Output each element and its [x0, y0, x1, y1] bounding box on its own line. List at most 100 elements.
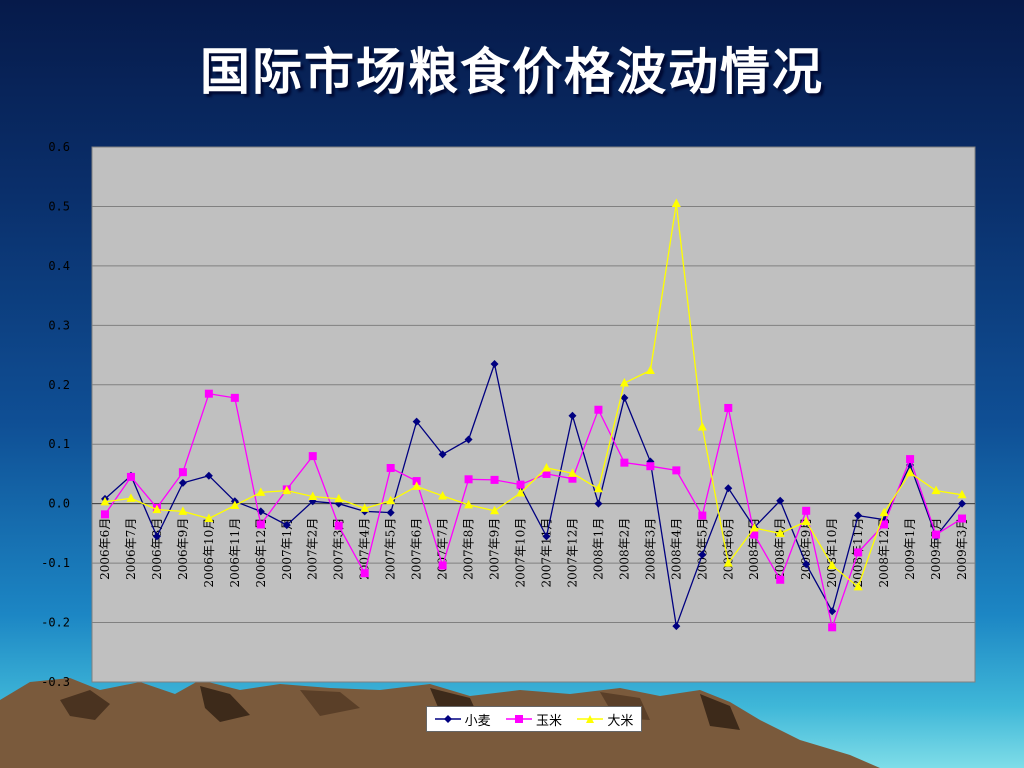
data-point	[958, 514, 967, 523]
y-tick-label: 0.2	[48, 378, 70, 392]
data-point	[776, 496, 785, 505]
x-tick-label: 2008年10月	[825, 518, 839, 588]
x-tick-label: 2007年1月	[280, 518, 294, 580]
data-point	[828, 623, 837, 632]
data-point	[724, 484, 733, 493]
series-line	[104, 361, 963, 629]
data-point	[567, 468, 577, 477]
data-point	[698, 511, 707, 520]
series-line	[104, 203, 963, 588]
data-point	[100, 510, 109, 519]
data-point	[646, 462, 655, 471]
data-point	[438, 450, 447, 459]
x-tick-label: 2009年2月	[929, 518, 943, 580]
data-point	[672, 466, 681, 475]
x-tick-label: 2006年10月	[202, 518, 216, 588]
y-tick-label: -0.1	[41, 556, 70, 570]
data-point	[204, 513, 214, 523]
data-point	[256, 487, 266, 496]
data-point	[854, 511, 863, 520]
data-point	[438, 490, 448, 500]
data-point	[360, 569, 369, 578]
legend: 小麦 玉米 大米	[426, 706, 642, 732]
legend-corn-swatch	[505, 715, 532, 723]
data-point	[827, 560, 837, 569]
data-point	[620, 458, 629, 467]
data-point	[282, 485, 292, 495]
x-tick-label: 2008年2月	[617, 518, 631, 580]
x-tick-label: 2007年6月	[410, 518, 424, 580]
data-point	[776, 575, 785, 584]
data-point	[256, 520, 265, 529]
legend-item-corn: 玉米	[505, 710, 562, 729]
data-point	[126, 493, 136, 502]
data-point	[828, 607, 837, 616]
data-point	[308, 452, 317, 461]
x-tick-label: 2009年3月	[955, 518, 969, 580]
x-tick-label: 2008年4月	[669, 518, 683, 580]
data-point	[256, 507, 265, 516]
y-tick-label: -0.3	[41, 675, 70, 689]
legend-rice-label: 大米	[607, 713, 634, 729]
data-point	[516, 487, 526, 497]
data-point	[438, 561, 447, 570]
data-point	[412, 477, 421, 486]
data-point	[958, 499, 967, 508]
data-point	[541, 463, 551, 472]
data-point	[594, 405, 603, 414]
data-point	[724, 403, 733, 412]
data-point	[568, 411, 577, 420]
data-point	[516, 480, 525, 489]
x-tick-label: 2008年6月	[721, 518, 735, 580]
x-tick-label: 2006年8月	[150, 518, 164, 580]
data-point	[542, 532, 551, 541]
legend-item-wheat: 小麦	[434, 710, 491, 729]
y-tick-label: 0.5	[48, 199, 70, 213]
data-point	[152, 504, 162, 514]
data-point	[178, 478, 187, 487]
data-point	[386, 495, 396, 505]
data-point	[334, 521, 343, 530]
x-tick-label: 2008年9月	[799, 518, 813, 580]
data-point	[801, 516, 811, 525]
data-point	[152, 532, 161, 541]
y-tick-label: 0.6	[48, 140, 70, 154]
data-point	[750, 530, 759, 539]
x-tick-label: 2006年9月	[176, 518, 190, 580]
x-tick-label: 2007年10月	[514, 518, 528, 588]
data-point	[334, 493, 344, 503]
data-point	[568, 474, 577, 483]
data-point	[282, 521, 291, 530]
x-tick-label: 2007年4月	[358, 518, 372, 580]
legend-corn-label: 玉米	[535, 713, 562, 729]
data-point	[672, 622, 681, 631]
series-1	[100, 389, 967, 632]
x-tick-label: 2007年12月	[565, 518, 579, 588]
data-point	[802, 506, 811, 515]
data-point	[204, 389, 213, 398]
data-point	[802, 560, 811, 569]
x-tick-label: 2009年1月	[903, 518, 917, 580]
plot-area	[91, 146, 976, 683]
legend-wheat-label: 小麦	[464, 713, 491, 729]
data-point	[698, 550, 707, 559]
x-tick-label: 2006年11月	[228, 518, 242, 588]
y-tick-label: 0.4	[48, 259, 70, 273]
series-2	[100, 198, 967, 591]
data-point	[178, 506, 188, 515]
data-point	[464, 475, 473, 484]
x-tick-label: 2006年6月	[98, 518, 112, 580]
y-axis-ticks: 0.6 0.5 0.4 0.3 0.2 0.1 0.0 -0.1 -0.2 -0.3	[41, 140, 70, 689]
data-point	[204, 471, 213, 480]
data-point	[906, 455, 915, 464]
x-tick-label: 2006年7月	[124, 518, 138, 580]
y-tick-label: -0.2	[41, 616, 70, 630]
data-point	[853, 581, 863, 591]
series-group	[100, 198, 967, 632]
series-line	[104, 392, 963, 630]
x-tick-label: 2007年5月	[384, 518, 398, 580]
data-point	[671, 198, 681, 207]
data-point	[931, 485, 941, 495]
data-point	[879, 507, 889, 517]
